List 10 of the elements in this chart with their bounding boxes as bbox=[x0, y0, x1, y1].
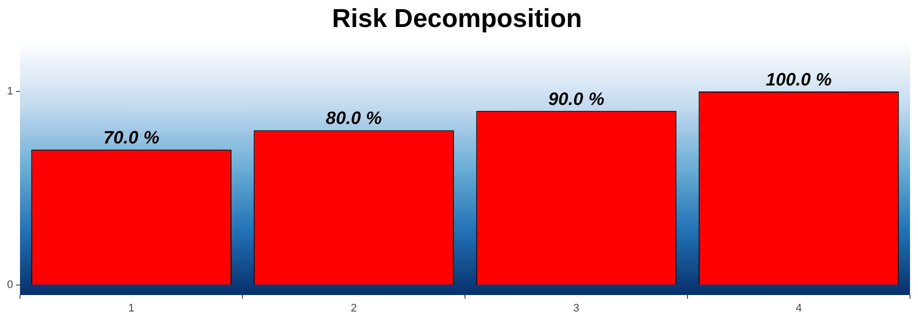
data-label: 70.0 % bbox=[103, 128, 160, 148]
x-tick-label: 3 bbox=[573, 302, 580, 314]
chart-title: Risk Decomposition bbox=[332, 2, 582, 33]
data-label: 100.0 % bbox=[766, 70, 832, 90]
x-tick-label: 1 bbox=[128, 302, 134, 314]
data-label: 80.0 % bbox=[326, 108, 382, 128]
x-tick-label: 4 bbox=[796, 302, 802, 314]
x-tick-label: 2 bbox=[350, 302, 357, 314]
data-label: 90.0 % bbox=[548, 88, 604, 109]
y-tick-label: 0 bbox=[6, 279, 14, 292]
